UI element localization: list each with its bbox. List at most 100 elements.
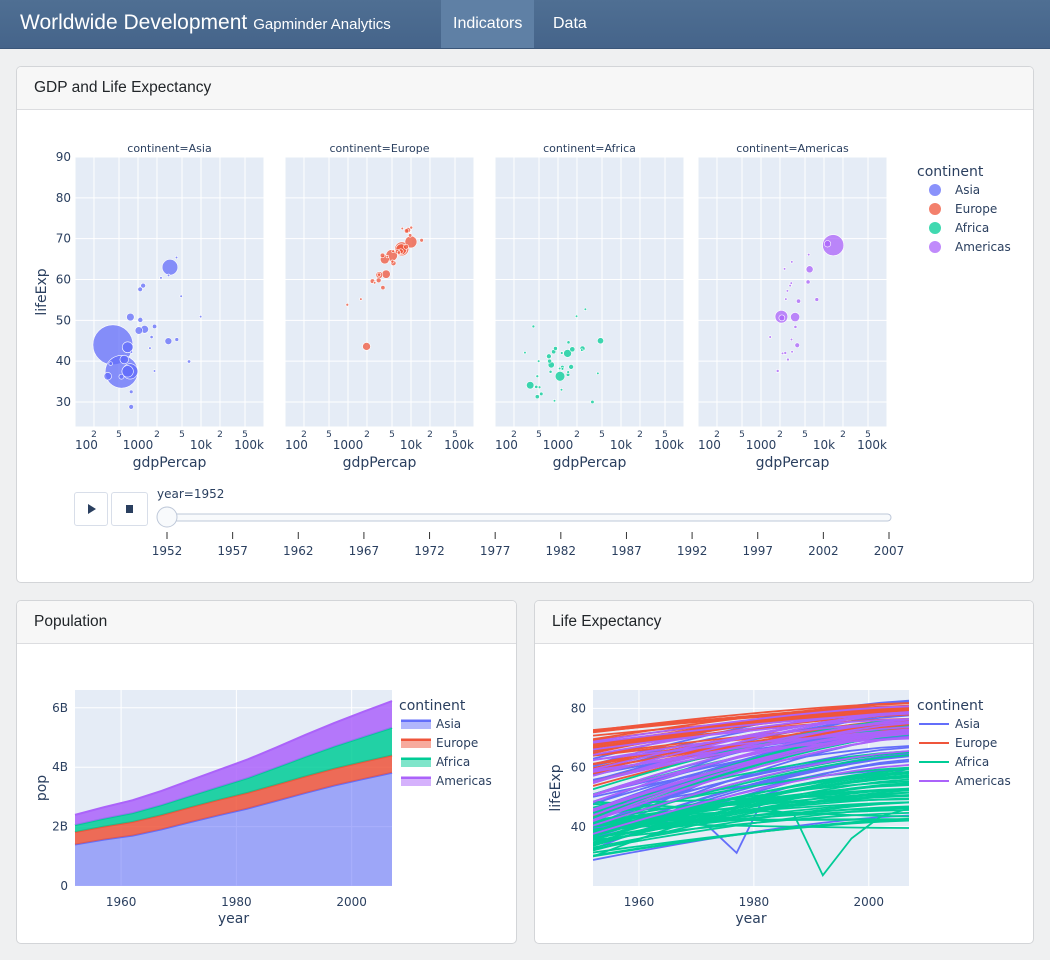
data-point bbox=[199, 315, 203, 319]
x-tick-label-minor: 5 bbox=[326, 430, 332, 440]
data-point bbox=[404, 228, 410, 234]
stop-icon bbox=[126, 505, 133, 513]
x-axis-title: gdpPercap bbox=[756, 455, 830, 471]
x-tick-label-minor: 5 bbox=[242, 430, 248, 440]
play-icon bbox=[88, 504, 96, 514]
data-point bbox=[790, 260, 794, 264]
line-americas bbox=[593, 730, 909, 811]
x-tick-label: 100 bbox=[75, 438, 98, 452]
y-tick-label: 4B bbox=[52, 760, 68, 774]
facet-title: continent=Africa bbox=[543, 142, 636, 155]
x-tick-label-minor: 5 bbox=[599, 430, 605, 440]
x-tick-label-minor: 2 bbox=[364, 430, 370, 440]
y-tick-label: 80 bbox=[571, 701, 586, 715]
data-point bbox=[129, 389, 134, 394]
legend-item-asia: Asia bbox=[955, 183, 980, 197]
x-axis-title: year bbox=[735, 911, 766, 927]
line-americas bbox=[593, 750, 909, 827]
data-point bbox=[137, 317, 144, 323]
data-point bbox=[560, 367, 565, 371]
data-point bbox=[794, 342, 800, 348]
data-point bbox=[778, 314, 786, 322]
x-tick-label-minor: 2 bbox=[637, 430, 643, 440]
data-point bbox=[385, 255, 389, 259]
data-point bbox=[823, 240, 832, 248]
legend-swatch-africa-icon bbox=[401, 757, 431, 767]
facet-africa bbox=[494, 156, 685, 427]
legend-item-africa: Africa bbox=[436, 755, 470, 769]
data-point bbox=[782, 267, 787, 271]
legend-marker-asia-icon bbox=[929, 184, 941, 196]
y-axis-title: lifeExp bbox=[548, 764, 564, 811]
data-point bbox=[359, 297, 363, 301]
slider-tick-label: 1982 bbox=[546, 544, 577, 558]
line-europe bbox=[593, 704, 909, 734]
x-tick-label: 10k bbox=[610, 438, 632, 452]
play-button[interactable] bbox=[74, 492, 108, 526]
data-point bbox=[103, 372, 112, 381]
legend-swatch-europe-icon bbox=[401, 738, 431, 748]
app-subtitle: Gapminder Analytics bbox=[253, 16, 391, 33]
line-africa bbox=[593, 774, 909, 841]
data-point bbox=[523, 350, 527, 355]
x-tick-label: 1980 bbox=[221, 895, 252, 909]
life-expectancy-card-title: Life Expectancy bbox=[535, 601, 1033, 644]
line-americas bbox=[593, 731, 909, 761]
data-point bbox=[805, 265, 814, 274]
data-point bbox=[140, 282, 146, 289]
x-tick-label-minor: 2 bbox=[840, 430, 846, 440]
y-tick-label: 30 bbox=[56, 395, 71, 409]
x-tick-label: 1000 bbox=[543, 438, 574, 452]
y-tick-label: 60 bbox=[571, 761, 586, 775]
x-tick-label-minor: 5 bbox=[536, 430, 542, 440]
line-americas bbox=[593, 712, 909, 771]
slider-tick-label: 2007 bbox=[874, 544, 905, 558]
facet-title: continent=Europe bbox=[329, 142, 429, 155]
x-tick-label-minor: 2 bbox=[714, 430, 720, 440]
x-axis-title: gdpPercap bbox=[133, 455, 207, 471]
data-point bbox=[187, 359, 192, 364]
facet-plot-area bbox=[495, 157, 684, 427]
nav-data[interactable]: Data bbox=[553, 15, 587, 32]
data-point bbox=[768, 335, 772, 339]
line-americas bbox=[593, 731, 909, 812]
data-point bbox=[785, 289, 790, 293]
x-tick-label: 1000 bbox=[746, 438, 777, 452]
line-africa bbox=[593, 818, 909, 857]
data-point bbox=[807, 252, 811, 257]
data-point bbox=[174, 255, 179, 260]
nav-indicators[interactable]: Indicators bbox=[441, 0, 535, 48]
data-point bbox=[126, 312, 135, 322]
year-slider-track[interactable] bbox=[157, 513, 892, 522]
legend-item-americas: Americas bbox=[955, 240, 1011, 254]
year-slider-handle[interactable] bbox=[156, 506, 178, 528]
data-point bbox=[408, 233, 413, 238]
x-axis-title: year bbox=[218, 911, 249, 927]
data-point bbox=[559, 388, 564, 392]
data-point bbox=[568, 364, 574, 370]
data-point bbox=[531, 324, 536, 329]
x-tick-label-minor: 2 bbox=[511, 430, 517, 440]
data-point bbox=[822, 234, 845, 257]
legend-item-asia: Asia bbox=[436, 717, 461, 731]
y-tick-label: 80 bbox=[56, 191, 71, 205]
stop-button[interactable] bbox=[111, 492, 148, 526]
x-axis-title: gdpPercap bbox=[553, 455, 627, 471]
data-point bbox=[796, 298, 801, 304]
data-point bbox=[108, 361, 113, 366]
x-tick-label: 100 bbox=[495, 438, 518, 452]
facet-plot-area bbox=[698, 157, 887, 427]
slider-tick-label: 1987 bbox=[611, 544, 642, 558]
brand[interactable]: Worldwide Development Gapminder Analytics bbox=[20, 11, 391, 35]
data-point bbox=[390, 259, 395, 264]
facet-title: continent=Asia bbox=[127, 142, 211, 155]
x-tick-label: 100k bbox=[234, 438, 264, 452]
data-point bbox=[174, 337, 180, 342]
data-point bbox=[783, 351, 788, 355]
x-tick-label-minor: 2 bbox=[154, 430, 160, 440]
facet-title: continent=Americas bbox=[736, 142, 849, 155]
line-africa bbox=[593, 805, 909, 839]
facet-americas bbox=[697, 156, 888, 427]
line-americas bbox=[593, 728, 909, 821]
